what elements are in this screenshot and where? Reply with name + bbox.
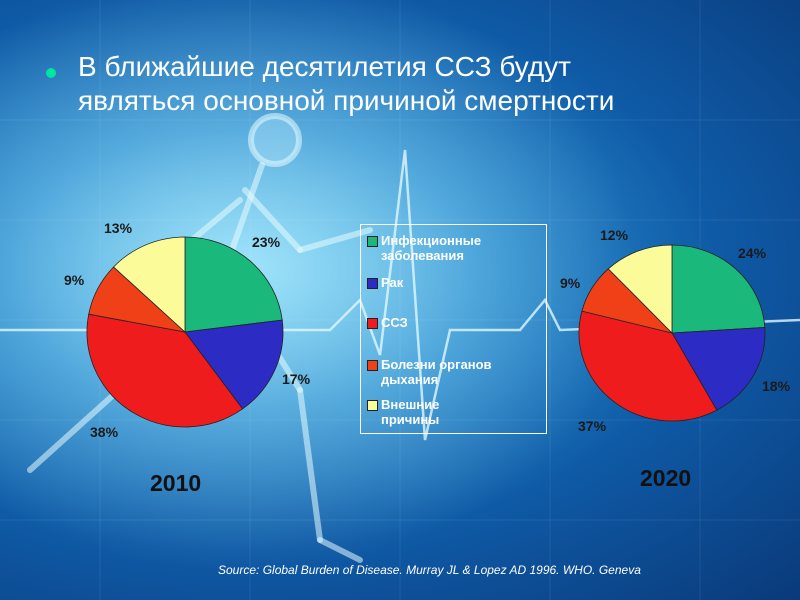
pie-2010-slice-external [112,236,186,333]
pie-2010-label-cancer: 17% [282,371,311,387]
pie-2020-slice-infectious [671,244,766,334]
pie-2010-slice-cancer [184,319,284,410]
legend-swatch-cancer [367,278,378,289]
pie-2020-year: 2020 [640,465,692,491]
legend-label-cvd: ССЗ [381,315,408,330]
slide-title: В ближайшие десятилетия ССЗ будут являть… [78,50,778,118]
pie-2010-slice-cvd [86,313,244,428]
pie-2020-slice-cancer [671,327,766,411]
pie-2020-label-cvd: 37% [578,418,607,434]
pie-2010-slice-infectious [184,236,283,333]
legend-swatch-external [367,400,378,411]
legend-label-external: Внешние причины [381,397,440,427]
legend-label-infectious: Инфекционные заболевания [381,233,482,263]
pie-2020-label-external: 12% [600,227,629,243]
pie-chart-2020 [578,244,766,422]
pie-2010-label-infectious: 23% [252,234,281,250]
pie-2020-label-respiratory: 9% [560,275,581,291]
chart-legend: Инфекционные заболевания Рак ССЗ Болезни … [360,224,547,434]
ekg-line [0,149,800,441]
pie-2010-label-cvd: 38% [90,424,119,440]
source-citation: Source: Global Burden of Disease. Murray… [218,563,641,577]
pie-2020-slice-cvd [578,310,718,422]
pie-2020-slice-external [607,244,673,334]
legend-label-cancer: Рак [381,275,404,290]
pie-2010-label-external: 13% [104,220,133,236]
legend-swatch-cvd [367,318,378,329]
pie-chart-2010 [86,236,284,428]
legend-swatch-respiratory [367,360,378,371]
title-line-2: являться основной причиной смертности [78,85,615,116]
pie-2010-label-respiratory: 9% [64,272,85,288]
pie-2020-label-cancer: 18% [762,378,791,394]
pie-2010-year: 2010 [150,470,202,496]
title-line-1: В ближайшие десятилетия ССЗ будут [78,51,572,82]
legend-swatch-infectious [367,236,378,247]
legend-label-respiratory: Болезни органов дыхания [381,357,492,387]
bullet-icon [46,68,56,78]
pie-2020-label-infectious: 24% [738,245,767,261]
